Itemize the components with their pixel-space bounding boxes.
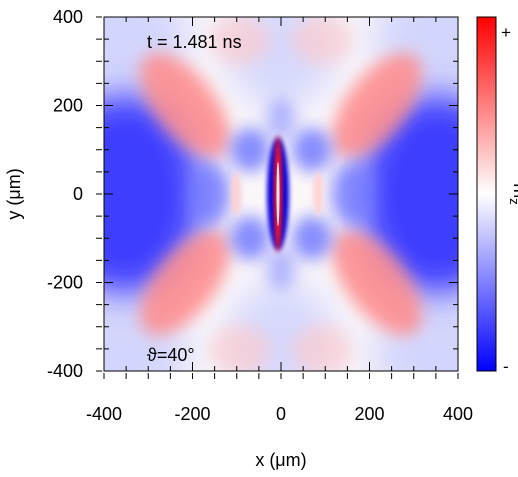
colorbar-label: mz xyxy=(507,183,518,205)
x-tick-label: 400 xyxy=(443,404,473,424)
x-tick-label: 0 xyxy=(276,404,286,424)
axis-tick-labels: -400 -200 0 200 400 -400 -200 0 200 400 xyxy=(47,7,473,424)
colorbar-label-subscript: z xyxy=(507,198,518,205)
axis-ticks xyxy=(96,16,459,379)
x-tick-label: -400 xyxy=(86,404,122,424)
time-annotation: t = 1.481 ns xyxy=(147,32,242,52)
y-tick-label: -400 xyxy=(47,361,83,381)
colorbar-max-label: + xyxy=(501,23,511,42)
y-tick-label: 0 xyxy=(73,184,83,204)
y-tick-label: -200 xyxy=(47,273,83,293)
colorbar-min-label: - xyxy=(503,357,509,376)
angle-annotation: ϑ=40° xyxy=(147,345,195,365)
x-tick-label: -200 xyxy=(174,404,210,424)
colorbar xyxy=(477,17,496,371)
x-axis-label: x (μm) xyxy=(255,450,306,470)
colorbar-frame xyxy=(476,16,497,372)
heatmap-field xyxy=(104,17,458,371)
y-axis-label: y (μm) xyxy=(4,168,24,219)
y-tick-label: 400 xyxy=(53,7,83,27)
x-tick-label: 200 xyxy=(354,404,384,424)
colorbar-label-main: m xyxy=(510,183,518,198)
y-tick-label: 200 xyxy=(53,96,83,116)
